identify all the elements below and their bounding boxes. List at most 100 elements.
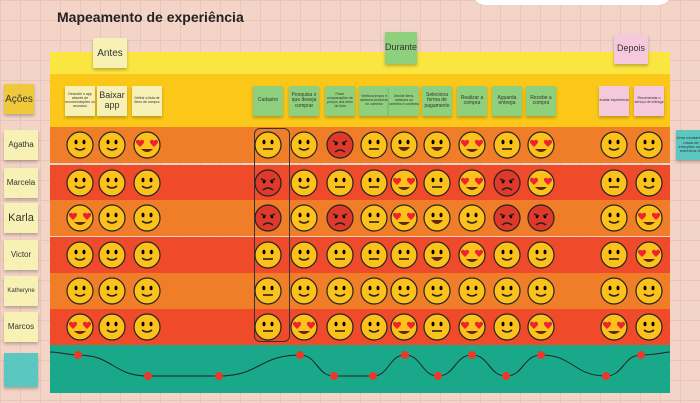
smile-face-icon: [635, 277, 663, 305]
smile-face-icon: [527, 241, 555, 269]
love-face-icon: [133, 131, 161, 159]
curve-point: [637, 351, 645, 359]
smile-face-icon: [66, 169, 94, 197]
neutral-face-icon: [360, 241, 388, 269]
smile-face-icon: [423, 277, 451, 305]
step-note[interactable]: avaliar experiencia: [599, 86, 629, 116]
love-face-icon: [527, 169, 555, 197]
neutral-face-icon: [360, 169, 388, 197]
step-note[interactable]: Decide itens, adiciona ao carrinho e con…: [389, 86, 419, 116]
smile-face-icon: [360, 277, 388, 305]
smile-face-icon: [290, 204, 318, 232]
angry-face-icon: [254, 169, 282, 197]
step-note[interactable]: Cadastro: [253, 86, 283, 116]
love-face-icon: [600, 313, 628, 341]
persona-name[interactable]: Victor: [4, 240, 38, 270]
curve-point: [296, 351, 304, 359]
grin-face-icon: [390, 131, 418, 159]
neutral-face-icon: [326, 241, 354, 269]
smile-face-icon: [98, 204, 126, 232]
step-note[interactable]: Definir a lista de itens de compra: [132, 86, 162, 116]
row-label-acoes[interactable]: Ações: [4, 84, 34, 114]
persona-name[interactable]: Agatha: [4, 130, 38, 160]
phase-durante[interactable]: Durante: [385, 32, 417, 64]
smile-face-icon: [290, 131, 318, 159]
smile-face-icon: [98, 169, 126, 197]
curve-point: [468, 351, 476, 359]
curve-point: [369, 372, 377, 380]
step-note[interactable]: Aguarda entrega: [492, 86, 522, 116]
love-face-icon: [458, 241, 486, 269]
comment-bubble: [472, 0, 672, 5]
neutral-face-icon: [493, 131, 521, 159]
smile-face-icon: [98, 131, 126, 159]
step-note[interactable]: Recomendar o serviço de entrega: [634, 86, 664, 116]
love-face-icon: [458, 169, 486, 197]
persona-name[interactable]: Marcos: [4, 312, 38, 342]
neutral-face-icon: [254, 277, 282, 305]
angry-face-icon: [254, 204, 282, 232]
smile-face-icon: [390, 277, 418, 305]
smile-face-icon: [133, 169, 161, 197]
persona-name[interactable]: Karla: [4, 203, 38, 233]
love-face-icon: [458, 313, 486, 341]
page-title: Mapeamento de experiência: [57, 9, 244, 25]
smile-face-icon: [600, 131, 628, 159]
smile-face-icon: [290, 169, 318, 197]
neutral-face-icon: [326, 169, 354, 197]
step-note[interactable]: Recebe a compra: [526, 86, 556, 116]
neutral-face-icon: [254, 131, 282, 159]
curve-point: [330, 372, 338, 380]
love-face-icon: [635, 204, 663, 232]
neutral-face-icon: [360, 204, 388, 232]
smile-face-icon: [66, 131, 94, 159]
step-note[interactable]: Pesquisa o que deseja comprar: [289, 86, 319, 116]
step-note[interactable]: Baixar app: [97, 86, 127, 116]
smile-face-icon: [600, 277, 628, 305]
persona-name[interactable]: Katheryne: [4, 276, 38, 306]
step-note[interactable]: Descobri o app através de recomendações …: [65, 86, 95, 116]
love-face-icon: [390, 313, 418, 341]
smile-face-icon: [458, 277, 486, 305]
step-note[interactable]: Fazer comparações de preços dos itens da…: [325, 86, 355, 116]
neutral-face-icon: [390, 241, 418, 269]
neutral-face-icon: [360, 131, 388, 159]
smile-face-icon: [66, 277, 94, 305]
neutral-face-icon: [600, 241, 628, 269]
smile-face-icon: [360, 313, 388, 341]
smile-face-icon: [133, 313, 161, 341]
phase-depois[interactable]: Depois: [614, 34, 648, 64]
curve-point: [74, 351, 82, 359]
smile-face-icon: [493, 241, 521, 269]
neutral-face-icon: [423, 169, 451, 197]
cadastro-highlight: [254, 128, 290, 342]
smile-face-icon: [600, 204, 628, 232]
phase-antes[interactable]: Antes: [93, 38, 127, 68]
step-note[interactable]: Verifica preços e adiciona produtos no c…: [359, 86, 389, 116]
love-face-icon: [66, 204, 94, 232]
smile-face-icon: [635, 131, 663, 159]
smile-face-icon: [527, 277, 555, 305]
smile-face-icon: [98, 241, 126, 269]
smile-face-icon: [493, 277, 521, 305]
curve-point: [215, 372, 223, 380]
angry-face-icon: [527, 204, 555, 232]
love-face-icon: [527, 313, 555, 341]
smile-face-icon: [290, 277, 318, 305]
love-face-icon: [458, 131, 486, 159]
smile-face-icon: [458, 204, 486, 232]
emotion-band: [50, 345, 670, 393]
smile-face-icon: [133, 241, 161, 269]
emotion-row-note[interactable]: [4, 353, 38, 387]
persona-name[interactable]: Marcela: [4, 168, 38, 198]
step-note[interactable]: Realizar a compra: [457, 86, 487, 116]
neutral-face-icon: [423, 313, 451, 341]
love-face-icon: [527, 131, 555, 159]
step-note[interactable]: Seleciona forma de pagamento: [422, 86, 452, 116]
side-note[interactable]: Uma montanha-russa de emoções com extrem…: [676, 130, 700, 160]
smile-face-icon: [635, 169, 663, 197]
love-face-icon: [390, 204, 418, 232]
curve-line: [49, 351, 671, 377]
smile-face-icon: [290, 241, 318, 269]
